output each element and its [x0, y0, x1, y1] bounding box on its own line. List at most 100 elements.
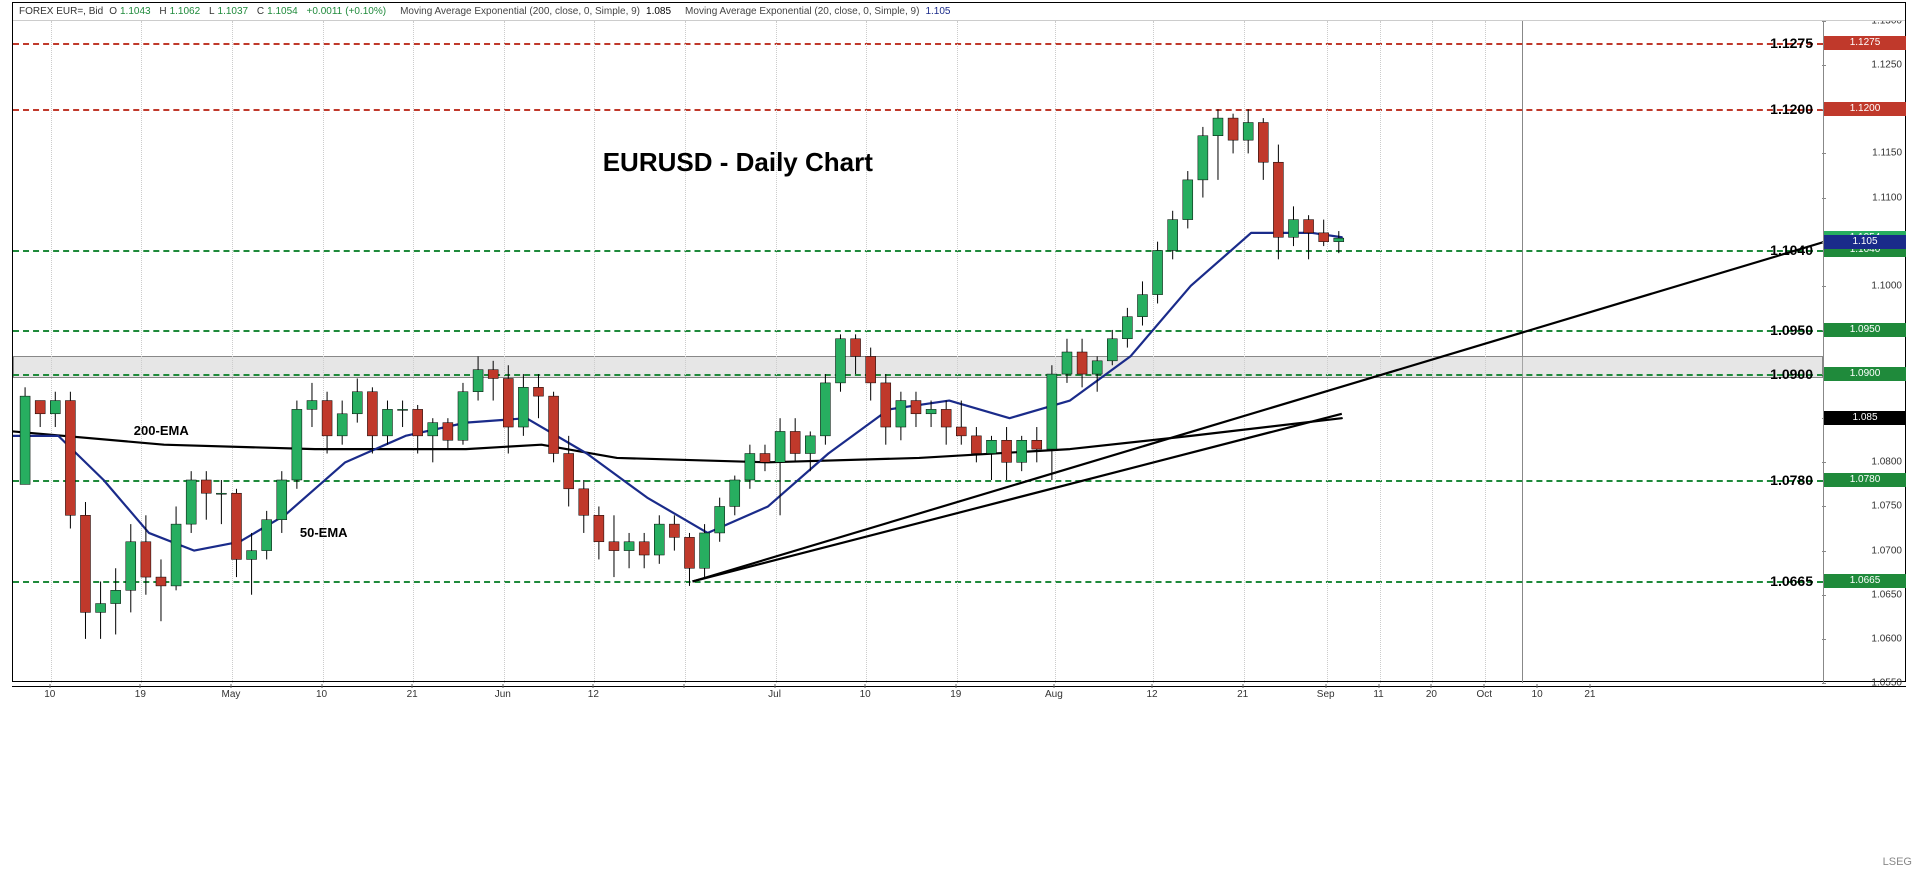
price-level-tag: 1.1200 [1824, 102, 1906, 116]
ema-200-line [13, 418, 1342, 462]
y-tick-label: 1.0800 [1871, 457, 1902, 468]
x-tick-label: Oct [1476, 689, 1492, 700]
candle [1183, 180, 1193, 220]
candle [262, 520, 272, 551]
candle [398, 409, 408, 410]
candle [986, 440, 996, 453]
x-tick-label: 10 [44, 689, 55, 700]
candle [1243, 123, 1253, 141]
candle [926, 409, 936, 413]
candle [277, 480, 287, 520]
price-level-tag: 1.0900 [1824, 367, 1906, 381]
x-gridline [141, 21, 142, 683]
ema-text-label: 200-EMA [134, 423, 189, 438]
candle [669, 524, 679, 537]
candle [805, 436, 815, 454]
candle [367, 392, 377, 436]
chart-plot-area[interactable]: 200-EMA50-EMAEURUSD - Daily Chart [13, 21, 1523, 683]
x-tick-label: 21 [1237, 689, 1248, 700]
candle [231, 493, 241, 559]
candle [1213, 118, 1223, 136]
candle [186, 480, 196, 524]
candle [216, 493, 226, 494]
open-value: 1.1043 [120, 6, 151, 17]
candle [20, 396, 30, 484]
candle [337, 414, 347, 436]
x-tick-label: 12 [1146, 689, 1157, 700]
candle [851, 339, 861, 357]
x-tick-label: Aug [1045, 689, 1063, 700]
price-level-tag: 1.0780 [1824, 473, 1906, 487]
chart-container: FOREX EUR=, Bid O 1.1043 H 1.1062 L 1.10… [12, 2, 1906, 682]
x-gridline [323, 21, 324, 683]
x-gridline [1244, 21, 1245, 683]
x-tick-label: 21 [1584, 689, 1595, 700]
candle [549, 396, 559, 453]
candle [443, 423, 453, 441]
level-annotation: 1.0780 [1770, 472, 1813, 488]
low-label: L [209, 6, 215, 17]
candle [564, 454, 574, 489]
candle [382, 409, 392, 435]
x-gridline [1380, 21, 1381, 683]
candle [881, 383, 891, 427]
high-label: H [159, 6, 166, 17]
candle [1198, 136, 1208, 180]
candle [35, 401, 45, 414]
y-tick-label: 1.1250 [1871, 60, 1902, 71]
ema-20-line [13, 233, 1342, 551]
candle [820, 383, 830, 436]
candle [80, 515, 90, 612]
candle [171, 524, 181, 586]
x-gridline [957, 21, 958, 683]
x-gridline [685, 21, 686, 683]
x-gridline [1485, 21, 1486, 683]
candle [684, 537, 694, 568]
x-tick-label: 11 [1373, 689, 1383, 700]
y-tick-label: 1.1000 [1871, 280, 1902, 291]
x-gridline [51, 21, 52, 683]
candle [247, 551, 257, 560]
candle [790, 431, 800, 453]
x-tick-label: Jun [495, 689, 511, 700]
level-annotation: 1.0950 [1770, 322, 1813, 338]
candle [715, 506, 725, 532]
candle [700, 533, 710, 568]
x-tick-label: 10 [316, 689, 327, 700]
candle [911, 401, 921, 414]
candle [760, 454, 770, 463]
candle [1032, 440, 1042, 449]
candle [1273, 162, 1283, 237]
level-annotation: 1.0900 [1770, 366, 1813, 382]
x-tick-label: May [221, 689, 240, 700]
x-axis: 1019May1021Jun12Jul1019Aug1221Sep1120Oct… [12, 686, 1906, 704]
y-axis: USD 1.05501.06001.06501.07001.07501.0800… [1823, 21, 1906, 683]
candle [941, 409, 951, 427]
candle [1017, 440, 1027, 462]
candle [413, 409, 423, 435]
ma200-label: Moving Average Exponential (200, close, … [400, 6, 640, 17]
open-label: O [109, 6, 117, 17]
x-gridline [504, 21, 505, 683]
y-tick-label: 1.1100 [1872, 192, 1902, 203]
x-gridline [1055, 21, 1056, 683]
price-level-tag: 1.0665 [1824, 574, 1906, 588]
x-tick-label: Jul [768, 689, 781, 700]
ma200-value: 1.085 [646, 6, 671, 17]
candle [1288, 220, 1298, 238]
candle [579, 489, 589, 515]
candle [141, 542, 151, 577]
level-annotation: 1.1275 [1770, 35, 1813, 51]
x-tick-label: 20 [1426, 689, 1437, 700]
y-tick-label: 1.0750 [1871, 501, 1902, 512]
candle [1122, 317, 1132, 339]
candle [971, 436, 981, 454]
candle [1168, 220, 1178, 251]
x-tick-label: 10 [1532, 689, 1543, 700]
change-pct: (+0.10%) [345, 6, 386, 17]
watermark: LSEG [1883, 856, 1912, 868]
candle [307, 401, 317, 410]
candle [1137, 295, 1147, 317]
level-annotation: 1.1200 [1770, 101, 1813, 117]
candle [96, 604, 106, 613]
